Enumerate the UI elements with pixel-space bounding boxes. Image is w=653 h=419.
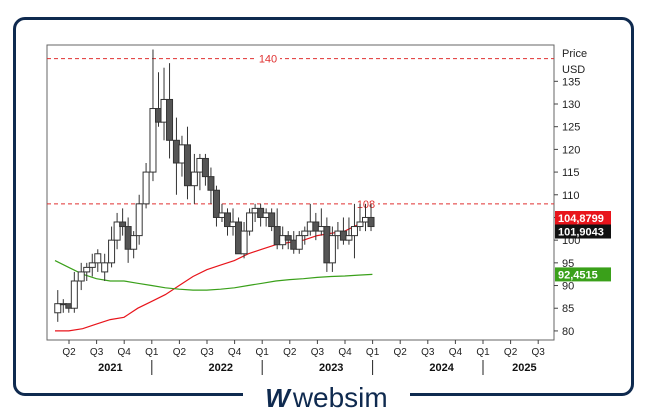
y-axis-unit-label: Price: [562, 48, 587, 60]
year-label: 2023: [319, 362, 343, 374]
candle-up: [356, 221, 364, 228]
candle-down: [207, 176, 215, 191]
y-tick-label: 95: [562, 258, 574, 270]
candle-down: [201, 157, 209, 178]
quarter-tick-label: Q1: [145, 347, 159, 358]
quarter-tick-label: Q3: [421, 347, 435, 358]
reference-line-label: 140: [259, 54, 277, 66]
candle-up: [88, 262, 96, 268]
y-tick-label: 90: [562, 281, 574, 293]
y-tick-label: 130: [562, 99, 580, 111]
candle-up: [301, 230, 309, 237]
quarter-tick-label: Q4: [338, 347, 352, 358]
candle-up: [113, 221, 121, 241]
y-tick-label: 110: [562, 190, 580, 202]
candle-up: [190, 171, 198, 187]
year-label: 2021: [98, 362, 122, 374]
y-tick-label: 120: [562, 144, 580, 156]
value-badge: [555, 211, 611, 226]
year-label: 2024: [429, 362, 454, 374]
quarter-tick-label: Q4: [449, 347, 463, 358]
websim-logo-text: websim: [292, 382, 388, 413]
candle-up: [135, 203, 143, 237]
candle-up: [83, 266, 91, 273]
candle-up: [142, 171, 150, 205]
candle-up: [345, 235, 353, 241]
quarter-tick-label: Q2: [504, 347, 518, 358]
quarter-tick-label: Q4: [118, 347, 132, 358]
quarter-tick-label: Q2: [394, 347, 408, 358]
reference-label-bg: [256, 52, 280, 65]
candle-down: [183, 144, 191, 187]
candle-down: [166, 98, 174, 141]
quarter-tick-label: Q3: [200, 347, 214, 358]
websim-logo: W websim: [243, 381, 410, 415]
green-moving-average-line: [54, 260, 373, 291]
value-badge: [555, 267, 611, 282]
candle-up: [54, 303, 62, 314]
quarter-tick-label: Q2: [62, 347, 76, 358]
y-tick-label: 85: [562, 303, 574, 315]
quarter-tick-label: Q3: [532, 347, 546, 358]
candle-up: [149, 108, 157, 173]
candle-down: [284, 235, 292, 241]
candle-up: [246, 212, 254, 232]
candle-down: [119, 221, 127, 228]
candle-up: [77, 271, 85, 282]
quarter-tick-label: Q4: [228, 347, 242, 358]
candle-up: [240, 230, 248, 255]
candle-up: [328, 235, 336, 264]
quarter-tick-label: Q3: [311, 347, 325, 358]
candle-down: [268, 212, 276, 228]
value-badge-label: 101,9043: [558, 227, 604, 239]
candle-up: [295, 235, 303, 250]
value-badge-label: 104,8799: [558, 213, 604, 225]
plot-area: [46, 44, 555, 341]
candle-up: [94, 253, 102, 264]
candle-up: [350, 226, 358, 237]
candle-up: [101, 262, 109, 273]
quarter-tick-label: Q2: [173, 347, 187, 358]
candle-up: [130, 235, 138, 250]
y-tick-label: 135: [562, 76, 580, 88]
value-badge: [555, 224, 611, 239]
candle-up: [108, 239, 116, 264]
candle-down: [212, 189, 220, 218]
year-label: 2025: [512, 362, 536, 374]
websim-logo-icon: W: [265, 382, 289, 413]
quarter-tick-label: Q1: [256, 347, 270, 358]
quarter-tick-label: Q1: [366, 347, 380, 358]
candle-down: [367, 216, 375, 228]
red-moving-average-line: [55, 217, 373, 332]
candle-up: [70, 280, 78, 309]
candle-down: [224, 212, 231, 228]
y-tick-label: 125: [562, 122, 580, 134]
quarter-tick-label: Q2: [283, 347, 297, 358]
value-badge-label: 92,4515: [558, 269, 598, 281]
y-axis-currency-label: USD: [562, 64, 585, 76]
y-tick-label: 115: [562, 167, 580, 179]
quarter-tick-label: Q1: [476, 347, 490, 358]
chart-frame: [13, 17, 634, 396]
y-tick-label: 80: [562, 326, 574, 338]
quarter-tick-label: Q3: [90, 347, 104, 358]
year-label: 2022: [209, 362, 233, 374]
